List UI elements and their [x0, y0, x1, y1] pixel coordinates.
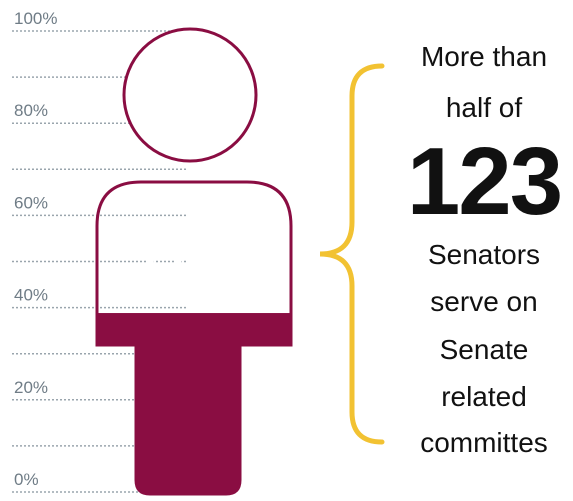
value-fill [97, 313, 291, 494]
y-axis-ticks: 0% 20% 40% 60% 80% 100% [14, 9, 57, 489]
y-tick-label: 100% [14, 9, 57, 28]
caption-line-6: related [441, 381, 527, 412]
person-head [122, 27, 258, 163]
caption-line-2: half of [445, 92, 523, 123]
person-body-outline [95, 180, 293, 496]
curly-bracket [319, 63, 385, 445]
y-tick-label: 40% [14, 286, 48, 305]
caption-line-3: Senators [427, 239, 541, 270]
y-tick-label: 20% [14, 378, 48, 397]
y-tick-label: 80% [14, 101, 48, 120]
caption-line-4: serve on [430, 286, 538, 317]
y-tick-label: 0% [14, 470, 39, 489]
value-label: 58% [144, 244, 244, 300]
caption-line-7: committes [420, 427, 548, 458]
gridlines [12, 30, 188, 493]
caption-line-1: More than [420, 41, 548, 72]
y-tick-label: 60% [14, 193, 48, 212]
caption-number: 123 [406, 128, 563, 235]
caption-line-5: Senate [439, 334, 529, 365]
